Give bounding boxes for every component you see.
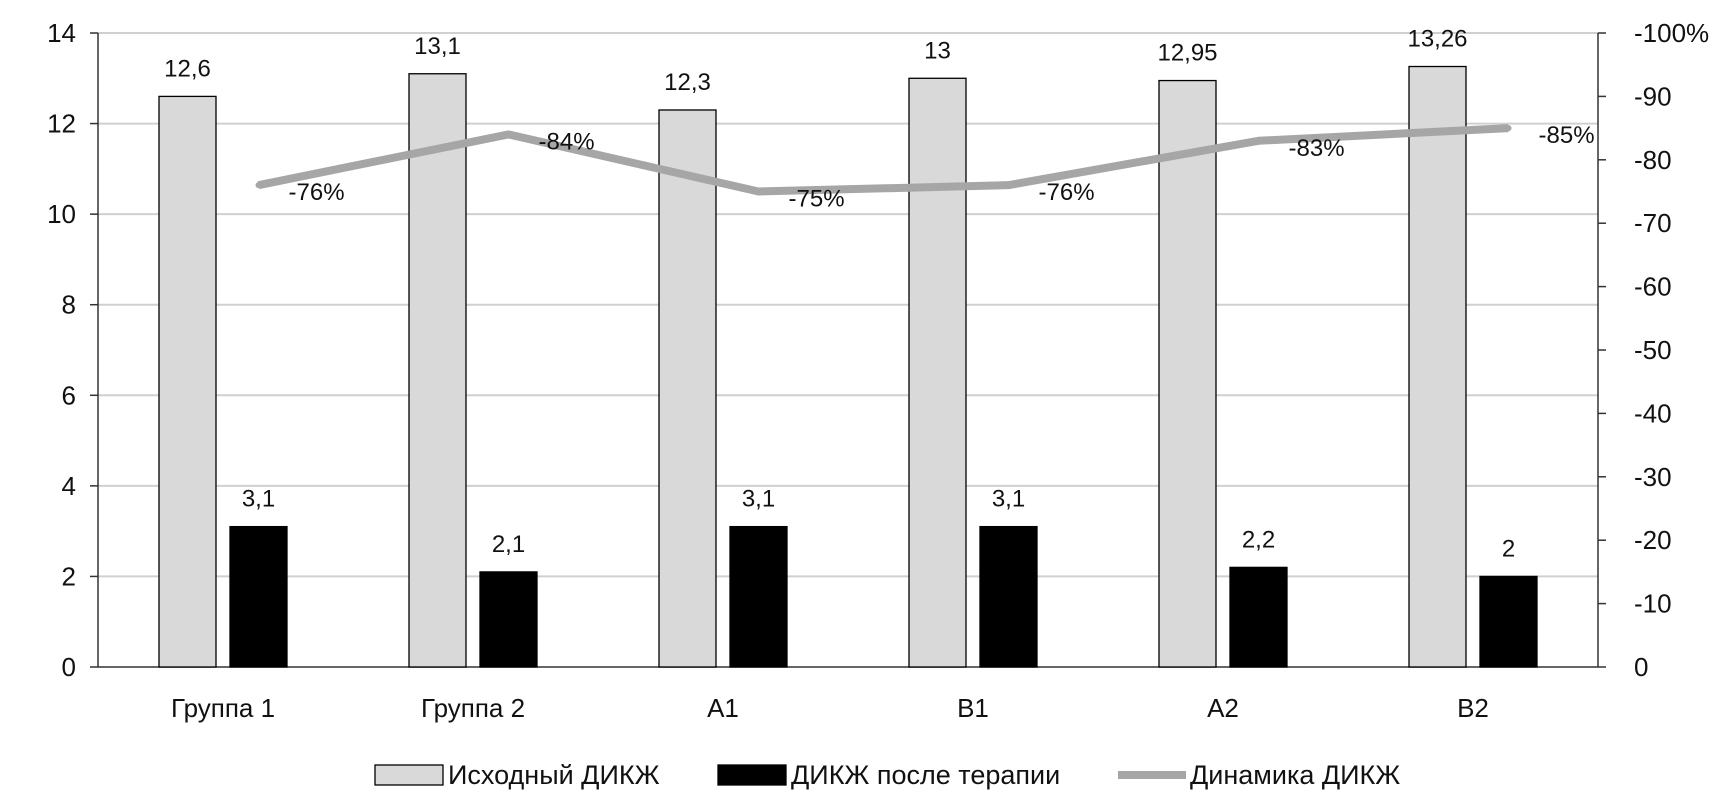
data-label-initial: 13,26 [1407,26,1467,53]
dynamics-point [1255,137,1262,144]
data-labels: 12,6 3,1 13,1 2,1 12,3 3,1 13 3,1 12,95 2,2 13,26 2… [164,26,1594,563]
bar-after-therapy [729,525,788,668]
category-label: A2 [1207,693,1239,723]
right-tick-label: -50 [1634,335,1672,365]
bar-initial [1408,65,1467,668]
bar-after-therapy [479,571,538,668]
right-tick-label: -10 [1634,589,1672,619]
data-label-dynamics: -85% [1539,122,1595,149]
bar-after-therapy [1479,575,1538,668]
legend-swatch-initial [374,764,444,786]
legend-label-initial: Исходный ДИКЖ [448,760,660,790]
gridlines [98,32,1598,668]
right-tick-label: -30 [1634,462,1672,492]
category-labels: Группа 1 Группа 2 A1 B1 A2 B2 [171,693,1489,723]
bar-after-therapy [229,525,288,668]
bar-initial [408,73,467,668]
data-label-dynamics: -76% [1039,179,1095,206]
right-tick-label: -40 [1634,398,1672,428]
dynamics-line-path [257,124,1509,196]
data-label-dynamics: -76% [289,179,345,206]
bar-initial [658,109,717,668]
category-label: B2 [1457,693,1489,723]
right-tick-label: -80 [1634,145,1672,175]
category-label: Группа 2 [421,693,525,723]
data-label-dynamics: -84% [539,128,595,155]
left-tick-label: 2 [62,561,76,591]
left-tick-label: 10 [47,199,76,229]
left-axis: 0 2 4 6 8 10 12 14 [47,18,99,682]
data-label-after-therapy: 2 [1502,535,1515,562]
data-label-initial: 12,6 [164,55,211,82]
category-label: Группа 1 [171,693,275,723]
data-label-after-therapy: 2,2 [1242,526,1275,553]
left-tick-label: 4 [62,471,76,501]
right-tick-label: -90 [1634,81,1672,111]
legend-swatch-after-therapy [717,764,787,786]
right-tick-label: -60 [1634,272,1672,302]
right-tick-label: -70 [1634,208,1672,238]
category-label: A1 [707,693,739,723]
dynamics-point [1505,125,1512,132]
bar-initial [1158,79,1217,668]
data-label-initial: 13,1 [414,33,461,60]
legend: Исходный ДИКЖ ДИКЖ после терапии Динамика … [374,760,1400,790]
bars [158,65,1538,668]
right-tick-label: -100% [1634,18,1709,48]
bar-initial [158,95,217,668]
data-label-initial: 12,95 [1157,40,1217,67]
right-tick-label: 0 [1634,652,1648,682]
left-tick-label: 12 [47,109,76,139]
dynamics-point [255,182,262,189]
data-label-after-therapy: 3,1 [242,486,275,513]
data-label-after-therapy: 2,1 [492,531,525,558]
bar-initial [908,77,967,668]
dynamics-point [1005,182,1012,189]
data-label-after-therapy: 3,1 [992,486,1025,513]
legend-label-after-therapy: ДИКЖ после терапии [791,760,1060,790]
data-label-dynamics: -83% [1289,135,1345,162]
dynamics-point [505,131,512,138]
left-tick-label: 14 [47,18,76,48]
left-tick-label: 0 [62,652,76,682]
data-label-initial: 12,3 [664,69,711,96]
data-label-dynamics: -75% [789,186,845,213]
left-tick-label: 8 [62,290,76,320]
legend-label-dynamics: Динамика ДИКЖ [1190,760,1400,790]
dynamics-line [255,124,1512,196]
bar-after-therapy [979,525,1038,668]
dynamics-point [755,188,762,195]
right-tick-label: -20 [1634,525,1672,555]
right-axis: 0 -10 -20 -30 -40 -50 -60 -70 -80 -90 -100% [1597,18,1709,682]
bar-after-therapy [1229,566,1288,668]
category-label: B1 [957,693,989,723]
left-tick-label: 6 [62,380,76,410]
data-label-initial: 13 [924,37,951,64]
data-label-after-therapy: 3,1 [742,486,775,513]
